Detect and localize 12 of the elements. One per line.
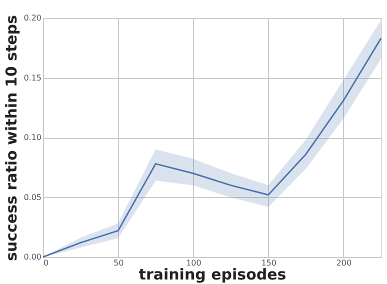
x-tick-label: 200 [336,258,352,268]
x-tick-label: 0 [44,258,49,268]
x-tick-label: 50 [114,258,124,268]
y-tick-label: 0.20 [24,14,42,22]
y-tick-label: 0.05 [24,192,42,202]
y-axis-title: success ratio within 10 steps [2,14,21,261]
x-axis-title: training episodes [138,266,286,284]
x-tick-label: 100 [186,258,202,268]
x-tick-label: 150 [261,258,276,268]
y-tick-label: 0.15 [24,73,42,82]
y-tick-label: 0.10 [24,133,42,142]
y-tick-label: 0.00 [24,252,42,262]
